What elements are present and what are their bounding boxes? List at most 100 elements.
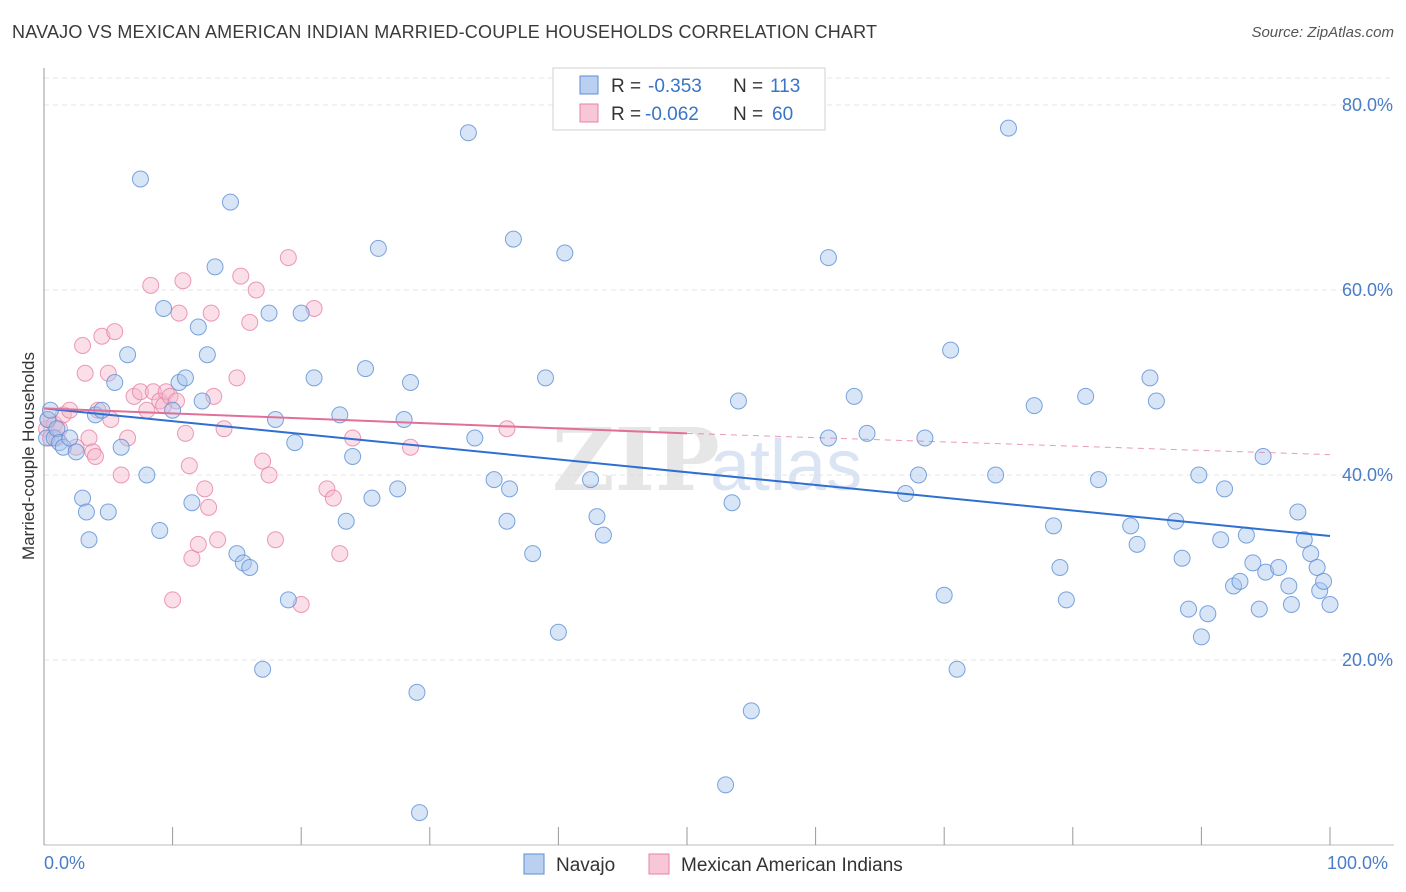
data-point xyxy=(77,503,95,521)
data-point xyxy=(1025,397,1043,415)
data-point xyxy=(119,346,137,364)
data-point xyxy=(1216,480,1234,498)
data-point xyxy=(717,776,735,794)
data-point xyxy=(67,443,85,461)
data-point xyxy=(369,239,387,257)
data-point xyxy=(363,489,381,507)
data-point xyxy=(466,429,484,447)
data-point xyxy=(1128,535,1146,553)
data-point xyxy=(742,702,760,720)
data-point xyxy=(155,300,173,317)
data-point xyxy=(112,438,130,456)
data-point xyxy=(228,369,246,387)
data-point xyxy=(498,512,516,530)
chart-title: NAVAJO VS MEXICAN AMERICAN INDIAN MARRIE… xyxy=(12,22,878,42)
legend-n-label-mexican: N = xyxy=(733,104,763,125)
data-point xyxy=(266,411,284,428)
data-point xyxy=(254,660,272,678)
navajo-points xyxy=(38,119,1339,822)
data-point xyxy=(1270,559,1288,576)
data-point xyxy=(1077,387,1095,405)
data-point xyxy=(86,448,104,465)
data-point xyxy=(1254,448,1272,465)
data-point xyxy=(729,392,747,410)
data-point xyxy=(279,591,297,609)
data-point xyxy=(167,392,185,410)
data-point xyxy=(286,434,304,452)
data-point xyxy=(305,369,323,387)
data-point xyxy=(215,420,233,438)
data-point xyxy=(1057,591,1075,609)
data-point xyxy=(93,327,111,345)
y-tick-label: 80.0% xyxy=(1342,95,1393,115)
legend-swatch-navajo xyxy=(579,75,599,95)
trend-line-mexican xyxy=(43,407,688,435)
y-tick-label: 60.0% xyxy=(1342,280,1393,300)
data-point xyxy=(84,443,102,461)
trend-lines xyxy=(43,407,1331,538)
data-point xyxy=(176,369,194,387)
data-point xyxy=(1302,545,1320,563)
data-point xyxy=(196,480,214,498)
data-point xyxy=(916,429,934,447)
data-point xyxy=(198,346,216,364)
data-point xyxy=(80,531,98,549)
data-point xyxy=(402,438,420,456)
legend-n-value-navajo: 113 xyxy=(770,76,800,97)
data-point xyxy=(858,424,876,442)
data-point xyxy=(54,438,72,456)
x-tick-label-min: 0.0% xyxy=(44,853,85,873)
legend-n-label-navajo: N = xyxy=(733,76,763,97)
data-point xyxy=(582,471,600,489)
data-point xyxy=(131,383,149,401)
y-tick-label: 20.0% xyxy=(1342,650,1393,670)
data-point xyxy=(1295,531,1313,549)
data-point xyxy=(119,429,137,447)
data-point xyxy=(389,480,407,498)
data-point xyxy=(1192,628,1210,646)
data-point xyxy=(402,374,420,391)
data-point xyxy=(459,124,477,142)
data-point xyxy=(1250,600,1268,618)
data-point xyxy=(318,480,336,498)
watermark: ZIP atlas xyxy=(552,410,862,511)
x-ticks xyxy=(43,827,1331,845)
data-point xyxy=(232,267,250,285)
y-tick-label: 40.0% xyxy=(1342,465,1393,485)
data-point xyxy=(1212,531,1230,549)
legend-swatch-mexican xyxy=(579,103,599,123)
bottom-legend-label-navajo: Navajo xyxy=(556,855,615,876)
data-point xyxy=(41,429,59,447)
data-point xyxy=(74,337,92,354)
data-point xyxy=(305,300,323,317)
data-point xyxy=(292,596,310,613)
legend-r-value-navajo: -0.353 xyxy=(648,76,702,97)
data-point xyxy=(99,364,117,382)
data-point xyxy=(556,244,574,262)
data-point xyxy=(408,683,426,701)
data-point xyxy=(1190,466,1208,484)
data-point xyxy=(1000,119,1017,137)
data-point xyxy=(142,276,160,294)
data-point xyxy=(594,526,612,544)
data-point xyxy=(180,457,198,475)
data-point xyxy=(106,374,124,391)
data-point xyxy=(524,545,542,563)
data-point xyxy=(138,466,156,484)
data-point xyxy=(164,401,182,419)
data-point xyxy=(1244,554,1262,572)
data-point xyxy=(504,230,522,248)
data-point xyxy=(241,559,259,576)
data-point xyxy=(176,424,194,442)
data-point xyxy=(501,480,519,498)
data-point xyxy=(357,360,374,378)
data-point xyxy=(74,489,92,507)
data-point xyxy=(193,392,211,410)
source-label: Source: ZipAtlas.com xyxy=(1251,24,1394,41)
data-point xyxy=(344,448,362,465)
legend-box: R = -0.353 N = 113 R = -0.062 N = 60 xyxy=(552,67,826,131)
x-tick-label-max: 100.0% xyxy=(1327,853,1388,873)
data-point xyxy=(228,545,246,563)
data-point xyxy=(987,466,1005,484)
